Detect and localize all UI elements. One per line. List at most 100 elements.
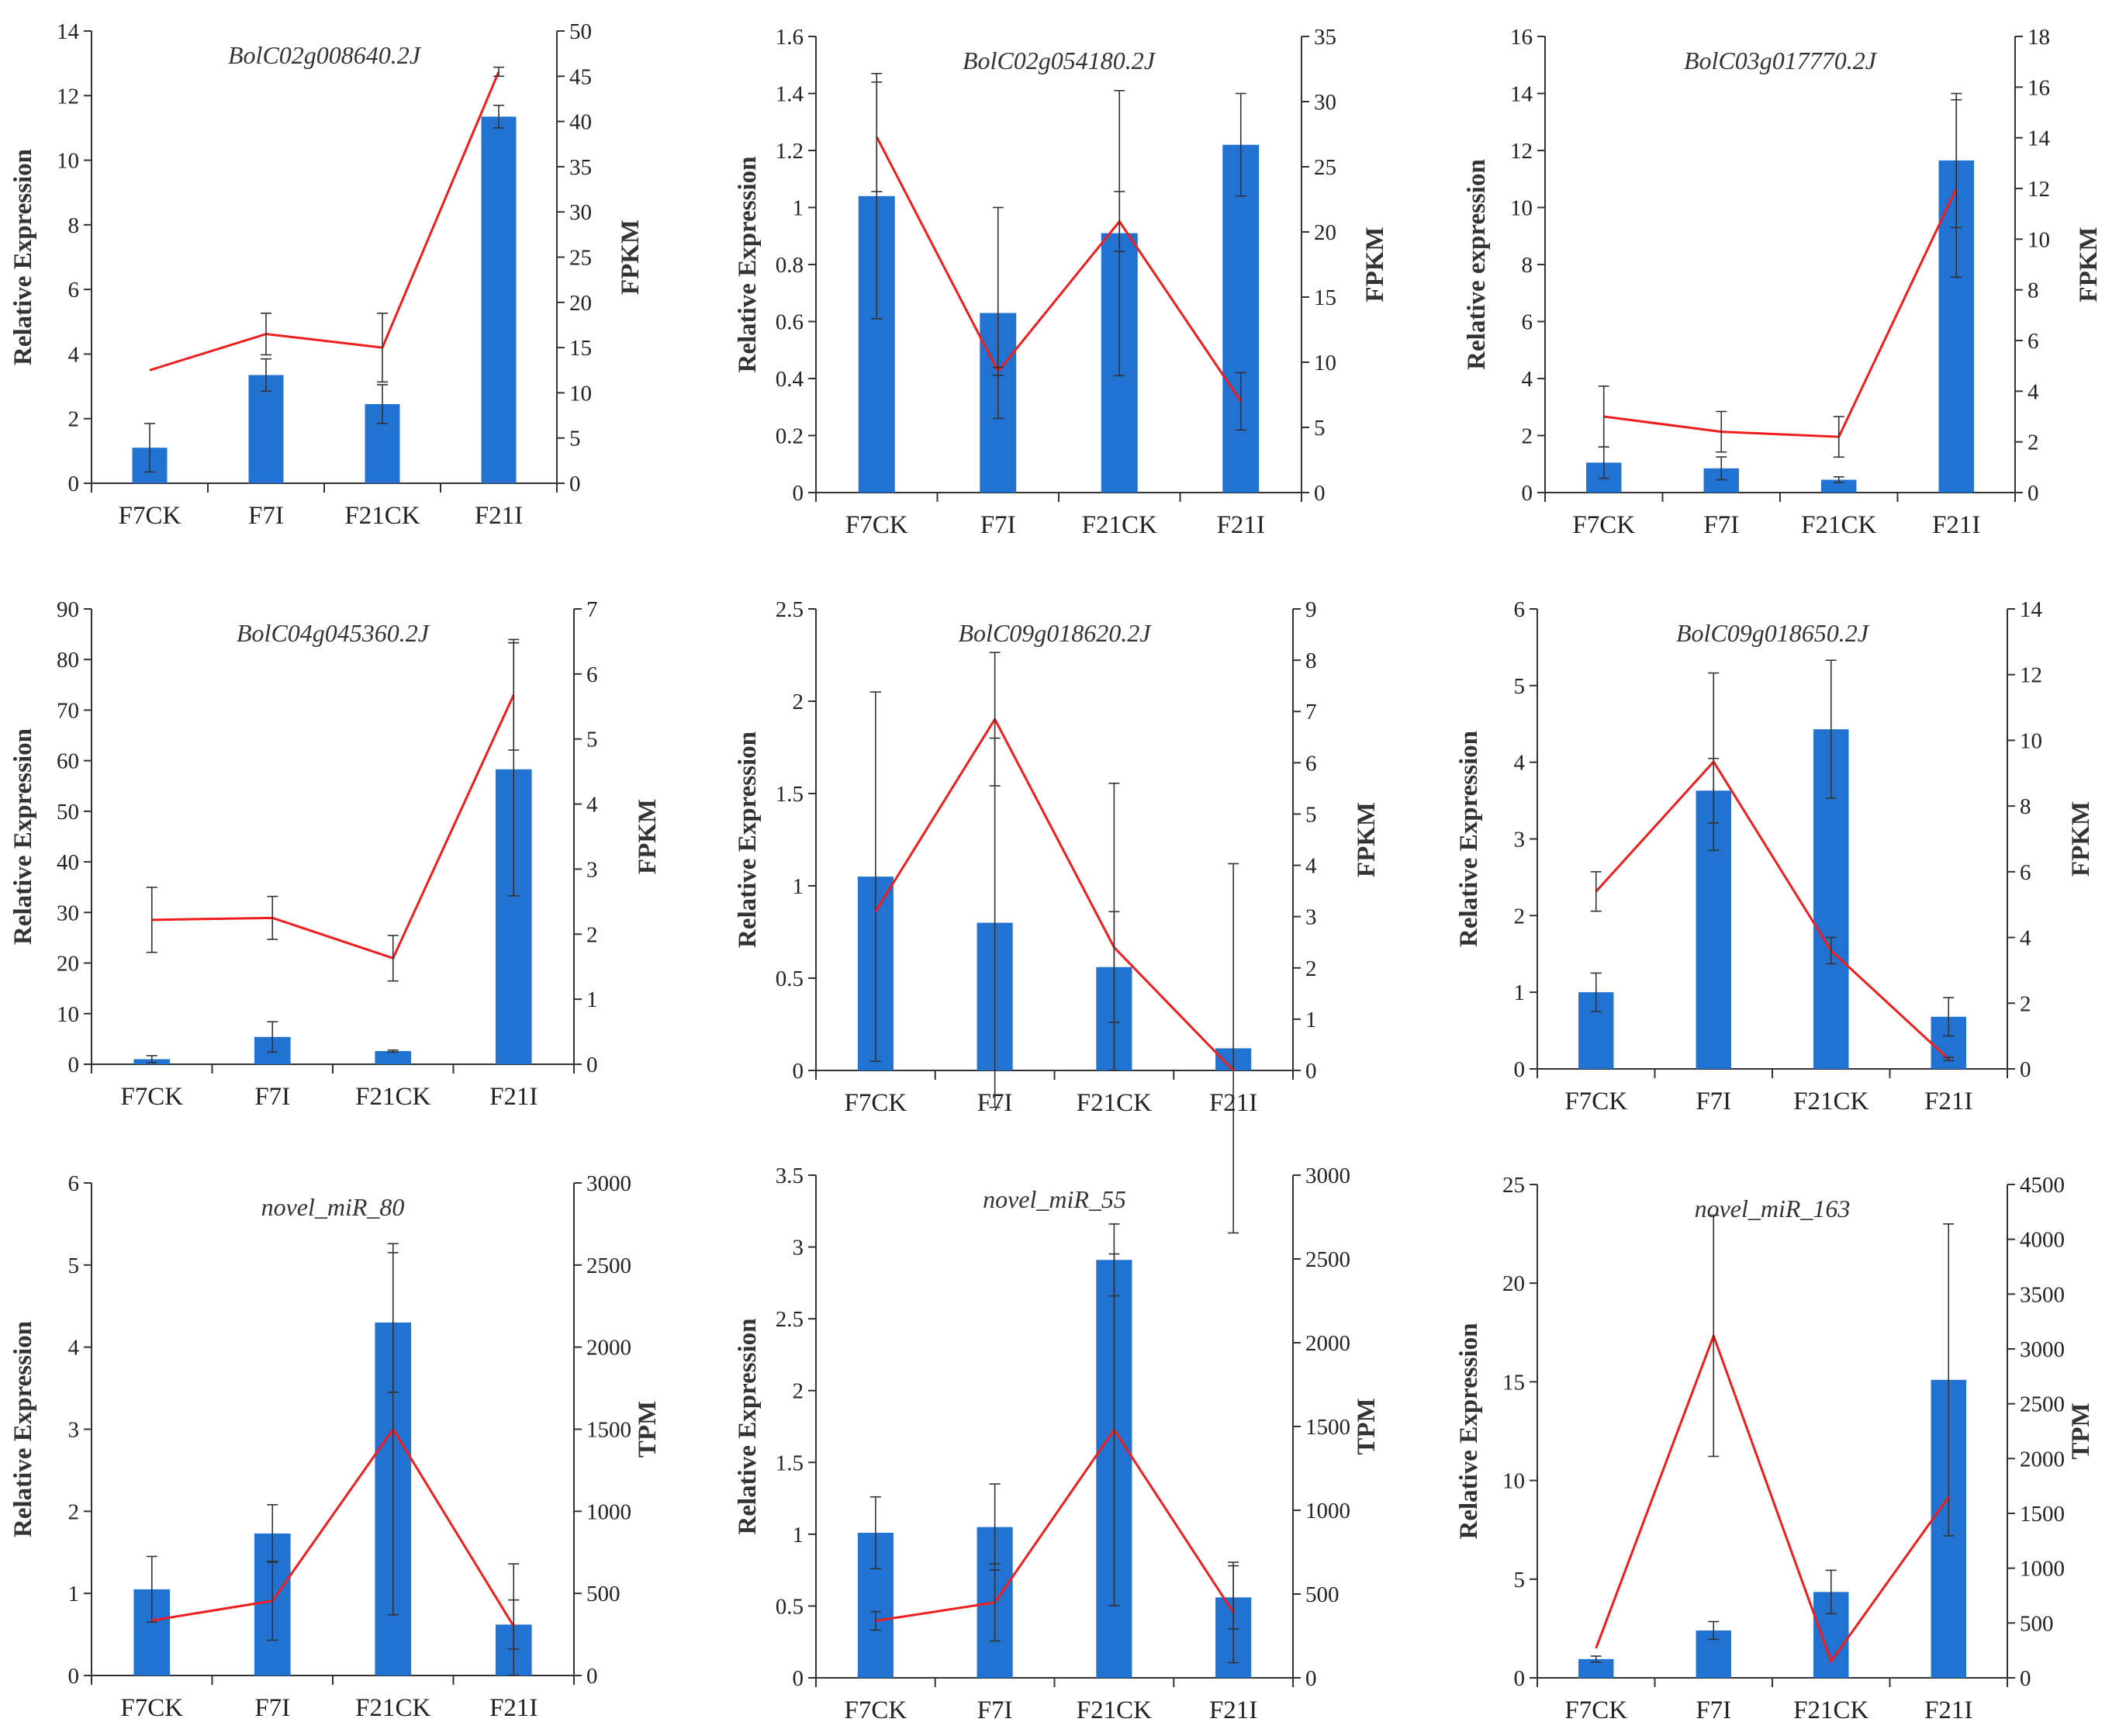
y-tick-label: 0.4: [776, 367, 804, 392]
y2-axis-label: FPKM: [1361, 227, 1389, 302]
y2-tick-label: 35: [1314, 25, 1336, 50]
line-series: [151, 694, 515, 960]
x-tick-label: F21I: [1924, 1696, 1972, 1724]
y2-tick-label: 2: [1305, 956, 1317, 981]
chart-title: BolC04g045360.2J: [237, 619, 430, 647]
y2-axis-label: TPM: [634, 1401, 662, 1458]
y-axis-label: Relative expression: [1463, 159, 1491, 370]
line-series: [875, 136, 1242, 403]
y2-tick-label: 50: [569, 19, 592, 44]
y-tick-label: 1: [793, 1523, 804, 1548]
y-tick-label: 1.6: [776, 25, 804, 50]
x-tick-label: F21I: [489, 1694, 538, 1722]
x-tick-label: F21CK: [1801, 511, 1876, 539]
x-tick-label: F7I: [980, 511, 1016, 539]
y2-tick-label: 0: [2027, 481, 2039, 506]
line-series: [1595, 759, 1950, 1060]
y2-tick-label: 4: [1305, 854, 1317, 879]
x-tick-label: F21CK: [1793, 1088, 1868, 1115]
y2-axis-label: FPKM: [2067, 801, 2095, 877]
y2-tick-label: 8: [1305, 648, 1317, 673]
chart-title: BolC03g017770.2J: [1684, 47, 1878, 74]
y-tick-label: 10: [57, 149, 79, 174]
y-tick-label: 20: [57, 952, 79, 977]
chart-panel: 0 0.2 0.4 0.6 0.8 1 1.2 1.4 1.6 0 5 10 15 20 25 30 35 F7C…: [734, 25, 1389, 539]
y2-tick-label: 4: [586, 793, 598, 818]
y2-tick-label: 14: [2027, 126, 2051, 151]
y2-tick-label: 12: [2027, 177, 2050, 202]
y-tick-label: 2: [1514, 904, 1526, 929]
y-tick-label: 2.5: [776, 1307, 804, 1332]
y-axis-label: Relative Expression: [734, 1319, 762, 1535]
y-tick-label: 1: [793, 196, 804, 221]
y2-tick-label: 3000: [1305, 1164, 1350, 1188]
chart-panel: 0 2 4 6 8 10 12 14 16 0 2 4 6 8 10 12 14 16 18 F7CK F7I F21CK…: [1463, 25, 2103, 539]
x-tick-label: F7CK: [120, 1083, 183, 1111]
y2-axis-label: FPKM: [1353, 802, 1381, 877]
line-series: [874, 717, 1235, 1072]
y-tick-label: 40: [57, 850, 79, 875]
y2-tick-label: 30: [1314, 90, 1336, 115]
y2-tick-label: 30: [569, 200, 592, 225]
x-tick-label: F7CK: [1564, 1696, 1627, 1724]
y2-tick-label: 3000: [2020, 1337, 2065, 1362]
y-tick-label: 3: [68, 1418, 80, 1443]
y-tick-label: 3: [1514, 828, 1526, 852]
y-tick-label: 4: [68, 1336, 80, 1361]
y-tick-label: 6: [1514, 597, 1526, 622]
y-tick-label: 50: [57, 800, 79, 825]
x-tick-label: F21I: [1932, 511, 1980, 539]
y-tick-label: 10: [57, 1002, 79, 1027]
y2-tick-label: 7: [1305, 700, 1317, 724]
y-tick-label: 70: [57, 698, 79, 723]
y2-axis-label: FPKM: [617, 220, 645, 295]
y-tick-label: 0: [1514, 1057, 1526, 1082]
y2-tick-label: 0: [586, 1664, 598, 1689]
y2-tick-label: 18: [2027, 25, 2050, 50]
y-tick-label: 30: [57, 901, 79, 925]
y-tick-label: 1: [793, 874, 804, 899]
y-tick-label: 20: [1502, 1271, 1525, 1296]
y-tick-label: 2: [793, 1379, 804, 1404]
y-axis-label: Relative Expression: [9, 149, 37, 365]
y-axis-label: Relative Expression: [734, 731, 762, 948]
y-axis-label: Relative Expression: [9, 1321, 37, 1537]
y2-tick-label: 0: [1305, 1666, 1317, 1691]
chart-panel: 0 1 2 3 4 5 6 0 500 1000 1500 2000 2500 3000 F7CK F7I F2…: [9, 1171, 662, 1722]
y2-tick-label: 500: [586, 1582, 621, 1606]
chart-panel: 0 5 10 15 20 25 0 500 1000 1500 2000 2500 3000 3500 40…: [1455, 1173, 2095, 1724]
y-tick-label: 1.5: [776, 782, 804, 807]
y-tick-label: 10: [1502, 1469, 1525, 1494]
y-tick-label: 6: [68, 1171, 80, 1196]
chart-title: novel_miR_80: [261, 1193, 405, 1221]
line-series: [1595, 1332, 1950, 1664]
y2-tick-label: 0: [569, 472, 581, 496]
y2-tick-label: 10: [569, 381, 592, 406]
y-tick-label: 12: [57, 84, 79, 109]
y2-tick-label: 4: [2020, 926, 2031, 951]
y2-tick-label: 500: [1305, 1582, 1340, 1607]
y2-tick-label: 3500: [2020, 1282, 2065, 1307]
y2-tick-label: 16: [2027, 75, 2050, 100]
y2-tick-label: 2: [586, 922, 598, 947]
y2-tick-label: 2500: [1305, 1247, 1350, 1272]
y2-tick-label: 0: [2020, 1057, 2031, 1082]
chart-title: BolC02g054180.2J: [963, 47, 1156, 74]
x-tick-label: F21CK: [1077, 1696, 1152, 1724]
x-tick-label: F7I: [977, 1696, 1013, 1724]
x-tick-label: F21CK: [344, 502, 420, 530]
y-tick-label: 16: [1510, 25, 1533, 50]
y-tick-label: 12: [1510, 139, 1533, 164]
chart-title: BolC02g008640.2J: [228, 41, 422, 69]
y2-tick-label: 1000: [1305, 1499, 1350, 1523]
y2-tick-label: 1000: [586, 1499, 631, 1524]
y-tick-label: 2: [68, 1499, 80, 1524]
y-tick-label: 0: [68, 472, 80, 496]
y2-tick-label: 10: [2020, 728, 2042, 753]
line-series: [875, 1427, 1235, 1623]
y-tick-label: 0: [68, 1664, 80, 1689]
y2-tick-label: 1000: [2020, 1557, 2065, 1582]
line-series: [151, 1426, 515, 1627]
x-tick-label: F21CK: [1077, 1089, 1152, 1117]
